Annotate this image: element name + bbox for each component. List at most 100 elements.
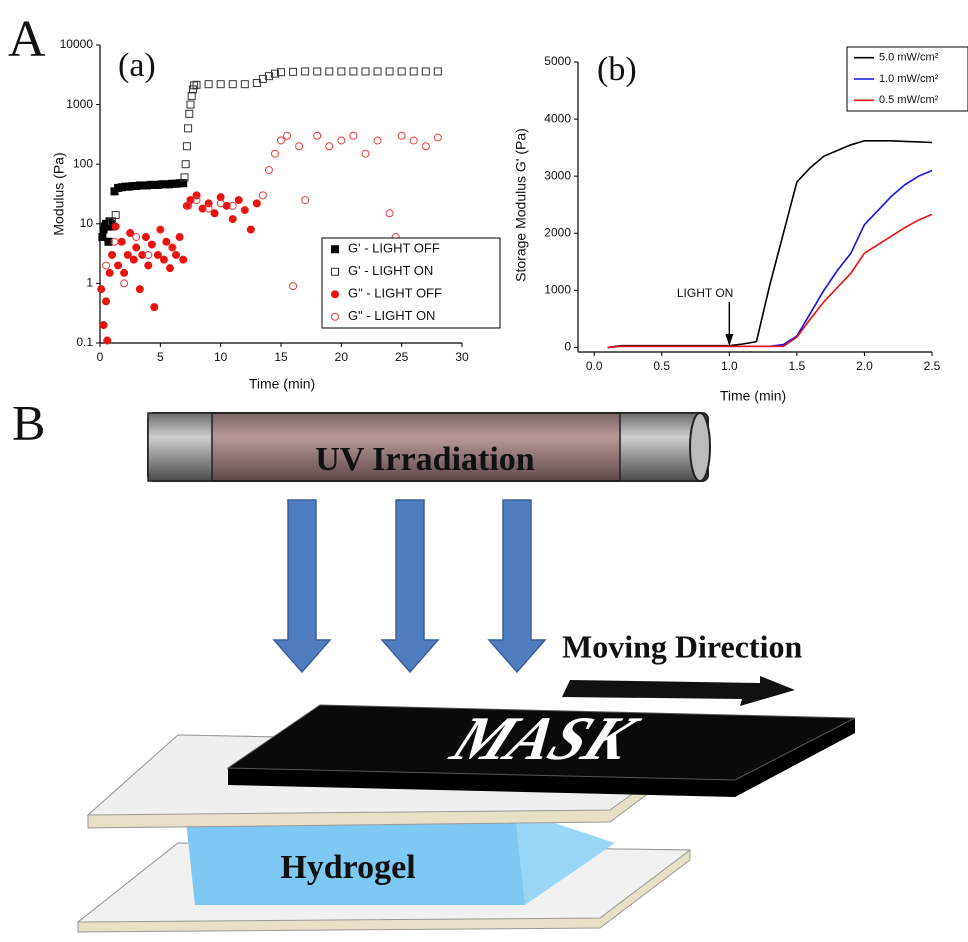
point xyxy=(145,262,152,269)
point xyxy=(180,256,187,263)
x-tick-label: 25 xyxy=(395,350,409,364)
point xyxy=(186,110,193,117)
point xyxy=(112,223,119,230)
y-tick-label: 5000 xyxy=(544,54,571,68)
point xyxy=(98,286,105,293)
x-tick-label: 0 xyxy=(97,350,104,364)
annotation: LIGHT ON xyxy=(677,286,733,300)
point xyxy=(133,244,140,251)
point xyxy=(241,81,248,88)
point xyxy=(271,150,278,157)
point xyxy=(160,256,167,263)
x-tick-label: 1.5 xyxy=(789,359,806,373)
point xyxy=(326,68,333,75)
point xyxy=(109,251,116,258)
x-tick-label: 0.5 xyxy=(653,359,670,373)
point xyxy=(183,143,190,150)
point xyxy=(163,238,170,245)
y-tick-label: 0.1 xyxy=(76,335,93,349)
point xyxy=(188,92,195,99)
point xyxy=(173,251,180,258)
point xyxy=(103,262,110,269)
point xyxy=(154,251,161,258)
chart-title: (b) xyxy=(597,51,637,88)
point xyxy=(278,137,285,144)
point xyxy=(338,68,345,75)
y-tick-label: 4000 xyxy=(544,111,571,125)
y-tick-label: 100 xyxy=(73,156,93,170)
y-tick-label: 10000 xyxy=(60,37,94,51)
point xyxy=(100,322,107,329)
x-tick-label: 10 xyxy=(214,350,228,364)
point xyxy=(350,68,357,75)
point xyxy=(422,68,429,75)
point xyxy=(104,337,111,344)
point xyxy=(185,125,192,132)
x-tick-label: 0.0 xyxy=(586,359,603,373)
legend-swatch xyxy=(332,291,339,298)
legend-label: 1.0 mW/cm² xyxy=(879,73,939,85)
x-axis-label: Time (min) xyxy=(720,388,786,404)
lamp-label: UV Irradiation xyxy=(315,441,535,478)
point xyxy=(182,161,189,168)
point xyxy=(136,286,143,293)
direction-arrow xyxy=(562,676,795,706)
panel-label: B xyxy=(12,394,45,450)
point xyxy=(302,197,309,204)
line xyxy=(608,214,932,347)
point xyxy=(187,101,194,108)
point xyxy=(302,68,309,75)
x-axis-label: Time (min) xyxy=(249,376,315,392)
line xyxy=(608,141,932,348)
point xyxy=(434,68,441,75)
point xyxy=(229,216,236,223)
y-tick-label: 3000 xyxy=(544,168,571,182)
point xyxy=(235,197,242,204)
uv-arrows xyxy=(274,500,545,672)
point xyxy=(398,68,405,75)
x-tick-label: 1.0 xyxy=(721,359,738,373)
point xyxy=(121,269,128,276)
point xyxy=(247,226,254,233)
panel-label: A xyxy=(8,11,46,68)
point xyxy=(326,143,333,150)
y-tick-label: 2000 xyxy=(544,225,571,239)
point xyxy=(284,132,291,139)
point xyxy=(362,150,369,157)
point xyxy=(205,81,212,88)
point xyxy=(148,241,155,248)
point xyxy=(410,137,417,144)
legend-label: 0.5 mW/cm² xyxy=(879,94,939,106)
point xyxy=(124,251,131,258)
y-tick-label: 1000 xyxy=(66,97,93,111)
point xyxy=(374,68,381,75)
legend-swatch xyxy=(332,246,339,253)
mask-label: MASK xyxy=(440,705,649,773)
point xyxy=(386,68,393,75)
y-tick-label: 1000 xyxy=(544,283,571,297)
chart: 0.1110100100010000051015202530(a)Time (m… xyxy=(51,37,500,392)
point xyxy=(314,132,321,139)
legend-label: 5.0 mW/cm² xyxy=(879,52,939,64)
point xyxy=(290,283,297,290)
legend-label: G" - LIGHT OFF xyxy=(348,286,442,301)
point xyxy=(296,143,303,150)
point xyxy=(115,262,122,269)
point xyxy=(386,210,393,217)
point xyxy=(253,200,260,207)
x-tick-label: 20 xyxy=(335,350,349,364)
x-tick-label: 30 xyxy=(455,350,469,364)
point xyxy=(338,137,345,144)
y-axis-label: Storage Modulus G' (Pa) xyxy=(513,128,529,282)
point xyxy=(290,68,297,75)
point xyxy=(211,210,218,217)
point xyxy=(265,166,272,173)
point xyxy=(422,143,429,150)
point xyxy=(259,192,266,199)
point xyxy=(229,81,236,88)
point xyxy=(410,68,417,75)
point xyxy=(217,81,224,88)
point xyxy=(166,265,173,272)
line xyxy=(608,171,932,348)
